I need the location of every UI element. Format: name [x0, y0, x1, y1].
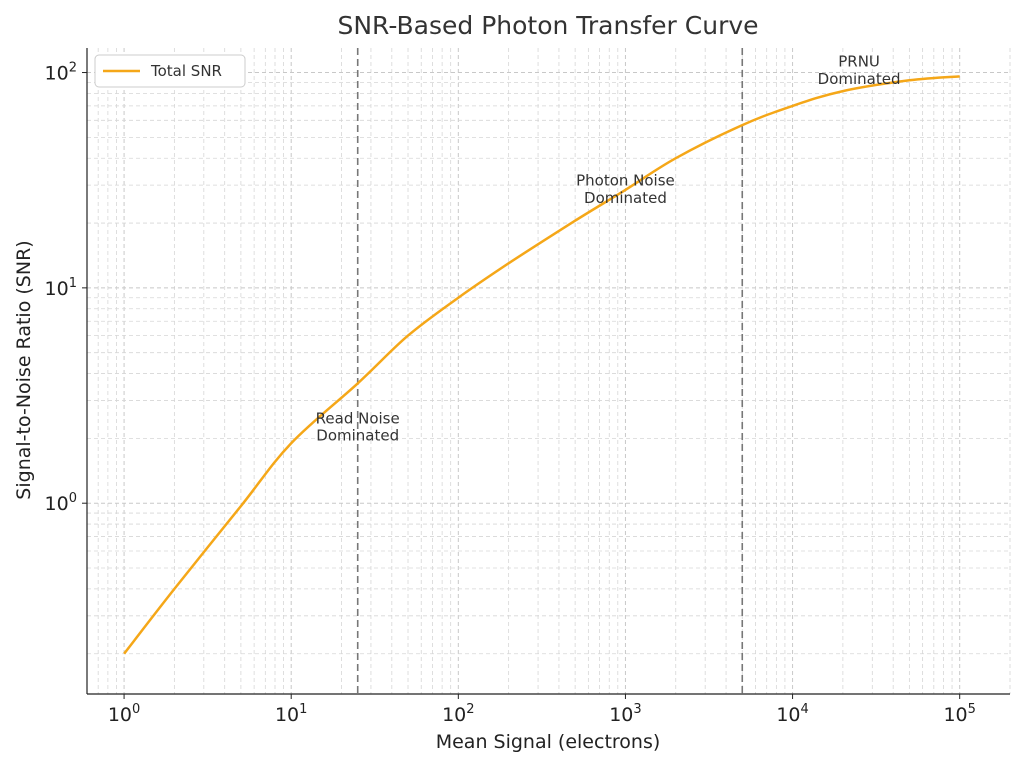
x-tick-label: 104 [776, 702, 808, 726]
tick-labels: 100 101 102 103 104 105 100 101 102 [45, 61, 976, 726]
x-tick-label: 100 [108, 702, 140, 726]
chart-title: SNR-Based Photon Transfer Curve [337, 11, 758, 40]
legend-label-total-snr: Total SNR [150, 62, 222, 80]
series-line-total-snr [123, 75, 960, 655]
series-layer [123, 75, 960, 655]
annotation-line: Dominated [316, 427, 399, 445]
axes [86, 48, 1010, 695]
x-axis-label: Mean Signal (electrons) [436, 731, 661, 753]
annotation-line: PRNU [838, 53, 880, 71]
x-tick-label: 101 [275, 702, 307, 726]
annotation-line: Dominated [584, 189, 667, 207]
x-tick-label: 105 [943, 702, 975, 726]
region-annotation: Photon Noise Dominated [576, 172, 675, 207]
annotation-line: Photon Noise [576, 172, 675, 190]
region-annotation: Read Noise Dominated [316, 409, 400, 444]
y-tick-label: 102 [45, 61, 77, 85]
x-tick-label: 102 [442, 702, 474, 726]
legend-box [94, 54, 246, 88]
annotation-line: Dominated [818, 70, 901, 88]
legend: Total SNR [94, 54, 246, 88]
y-axis-label: Signal-to-Noise Ratio (SNR) [13, 240, 35, 499]
y-tick-label: 100 [45, 491, 77, 515]
region-divider-lines [356, 48, 744, 694]
x-tick-label: 103 [609, 702, 641, 726]
region-annotation: PRNU Dominated [818, 53, 901, 88]
annotation-line: Read Noise [316, 409, 400, 427]
y-tick-label: 101 [45, 276, 77, 300]
grid [86, 48, 1011, 694]
